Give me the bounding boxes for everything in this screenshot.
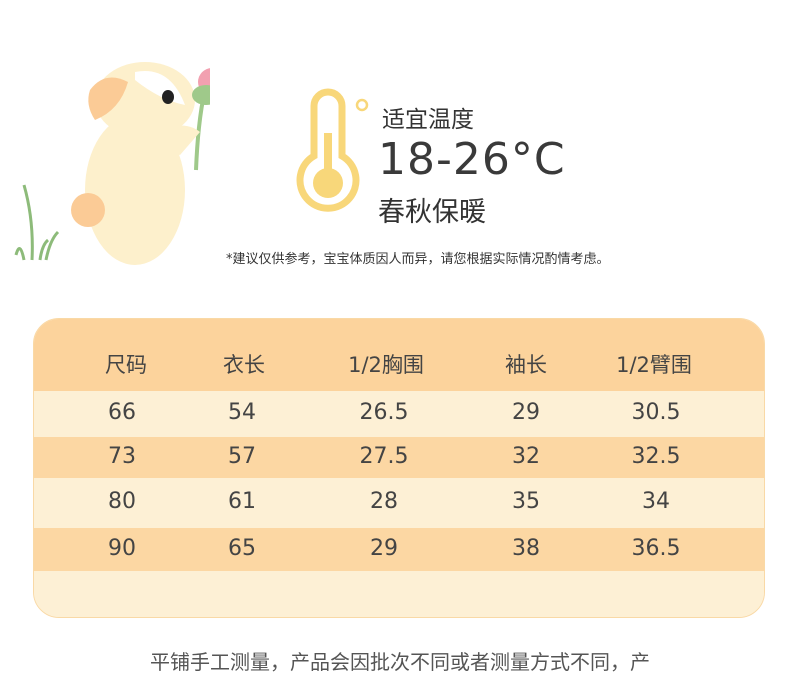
table-cell: 90 (108, 535, 136, 561)
header-cell: 尺码 (105, 353, 147, 377)
table-cell: 73 (108, 443, 136, 469)
table-cell: 30.5 (631, 400, 681, 425)
table-cell: 57 (228, 443, 256, 469)
table-cell: 28 (370, 489, 398, 514)
table-cell: 26.5 (359, 400, 409, 425)
table-header: 尺码 衣长 1/2胸围 袖长 1/2臂围 (34, 319, 764, 391)
temperature-range: 18-26°C (378, 134, 566, 185)
table-cell: 32 (512, 443, 540, 469)
table-row: 90 65 29 38 36.5 (34, 528, 764, 571)
bunny-illustration (14, 62, 210, 265)
header-cell: 1/2胸围 (348, 353, 424, 377)
disclaimer-note: *建议仅供参考，宝宝体质因人而异，请您根据实际情况酌情考虑。 (226, 252, 610, 267)
header-cell: 袖长 (505, 353, 547, 377)
header-cell: 衣长 (223, 353, 265, 377)
temperature-label: 适宜温度 (382, 107, 474, 133)
table-row: 66 54 26.5 29 30.5 (34, 391, 764, 437)
table-row: 80 61 28 35 34 (34, 478, 764, 528)
table-row-empty (34, 571, 764, 617)
table-cell: 35 (512, 489, 540, 514)
table-cell: 34 (642, 489, 670, 514)
table-cell: 65 (228, 535, 256, 561)
table-cell: 66 (108, 400, 136, 425)
measurement-note: 平铺手工测量，产品会因批次不同或者测量方式不同，产 (150, 650, 650, 674)
table-cell: 61 (228, 489, 256, 514)
table-cell: 29 (370, 535, 398, 561)
table-cell: 38 (512, 535, 540, 561)
table-cell: 80 (108, 489, 136, 514)
size-table: 尺码 衣长 1/2胸围 袖长 1/2臂围 66 54 26.5 29 30.5 73 57 2… (33, 318, 765, 618)
table-cell: 32.5 (631, 443, 681, 469)
table-cell: 27.5 (359, 443, 409, 469)
temperature-season: 春秋保暖 (378, 197, 486, 228)
table-cell: 54 (228, 400, 256, 425)
table-cell: 29 (512, 400, 540, 425)
table-row: 73 57 27.5 32 32.5 (34, 437, 764, 478)
thermometer-icon (296, 88, 369, 212)
header-cell: 1/2臂围 (616, 353, 692, 377)
table-cell: 36.5 (631, 535, 681, 561)
